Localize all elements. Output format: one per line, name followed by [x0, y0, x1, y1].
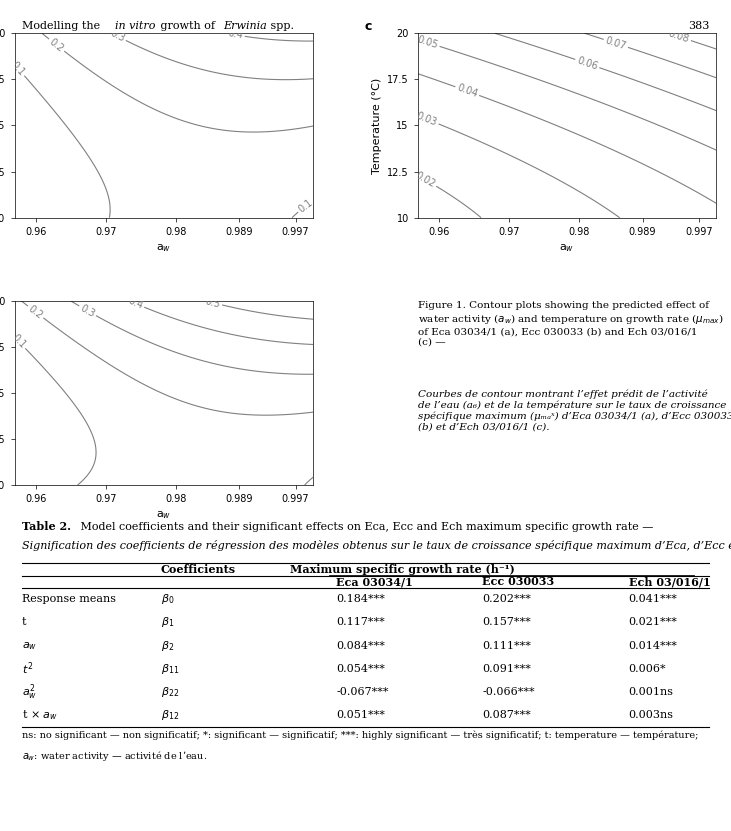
- Text: 0.1: 0.1: [10, 60, 27, 77]
- Text: ns: no significant — non significatif; *: significant — significatif; ***: highl: ns: no significant — non significatif; *…: [22, 730, 698, 740]
- Text: 0.02: 0.02: [414, 170, 437, 189]
- Text: 0.08: 0.08: [667, 28, 691, 45]
- Text: 0.4: 0.4: [126, 296, 144, 311]
- Text: $a_w$: water activity — activité de l’eau.: $a_w$: water activity — activité de l’ea…: [22, 749, 207, 763]
- Text: 0.021***: 0.021***: [629, 617, 678, 627]
- Text: $a_w^2$: $a_w^2$: [22, 682, 37, 702]
- Text: in vitro: in vitro: [115, 21, 156, 31]
- Text: Table 2.: Table 2.: [22, 521, 71, 532]
- Text: 0.054***: 0.054***: [336, 664, 385, 674]
- Y-axis label: Temperature (°C): Temperature (°C): [371, 77, 382, 174]
- Text: Eca 03034/1: Eca 03034/1: [336, 576, 413, 588]
- Text: 0.051***: 0.051***: [336, 711, 385, 720]
- Text: 0.084***: 0.084***: [336, 641, 385, 651]
- Text: t: t: [22, 617, 26, 627]
- Text: 0.3: 0.3: [78, 302, 96, 319]
- Text: 0.001ns: 0.001ns: [629, 687, 674, 697]
- Text: 0.5: 0.5: [204, 296, 221, 309]
- Text: 0.03: 0.03: [415, 111, 439, 128]
- Text: 383: 383: [688, 21, 709, 31]
- Text: 0.111***: 0.111***: [482, 641, 531, 651]
- Text: Coefficients: Coefficients: [161, 563, 236, 575]
- Text: 0.202***: 0.202***: [482, 594, 531, 604]
- Text: spp.: spp.: [267, 21, 294, 31]
- Text: c: c: [364, 20, 371, 32]
- Text: 0.087***: 0.087***: [482, 711, 531, 720]
- Text: 0.04: 0.04: [455, 83, 479, 100]
- Text: Courbes de contour montrant l’effet prédit de l’activité
de l’eau (a₆) et de la : Courbes de contour montrant l’effet préd…: [417, 389, 731, 431]
- Text: 0.4: 0.4: [227, 28, 243, 41]
- Text: $t^2$: $t^2$: [22, 661, 33, 677]
- Text: Signification des coefficients de régression des modèles obtenus sur le taux de : Signification des coefficients de régres…: [22, 540, 731, 551]
- Text: 0.117***: 0.117***: [336, 617, 385, 627]
- Text: 0.014***: 0.014***: [629, 641, 678, 651]
- Text: 0.1: 0.1: [297, 198, 315, 214]
- Text: $\beta_{12}$: $\beta_{12}$: [161, 709, 179, 722]
- Text: growth of: growth of: [157, 21, 219, 31]
- Text: $\beta_{11}$: $\beta_{11}$: [161, 662, 179, 676]
- Text: 0.157***: 0.157***: [482, 617, 531, 627]
- Text: Model coefficients and their significant effects on Eca, Ecc and Ech maximum spe: Model coefficients and their significant…: [77, 522, 656, 532]
- Text: Ech 03/016/1: Ech 03/016/1: [629, 576, 711, 588]
- Text: Response means: Response means: [22, 594, 116, 604]
- Text: $\beta_2$: $\beta_2$: [161, 639, 174, 652]
- Text: Modelling the: Modelling the: [22, 21, 104, 31]
- Text: 0.003ns: 0.003ns: [629, 711, 674, 720]
- X-axis label: a$_w$: a$_w$: [156, 243, 172, 254]
- Text: Erwinia: Erwinia: [223, 21, 267, 31]
- Text: 0.2: 0.2: [26, 303, 45, 321]
- Text: $\beta_0$: $\beta_0$: [161, 593, 174, 606]
- Text: 0.05: 0.05: [416, 35, 439, 51]
- Text: 0.07: 0.07: [604, 35, 628, 52]
- Text: -0.067***: -0.067***: [336, 687, 389, 697]
- Text: 0.184***: 0.184***: [336, 594, 385, 604]
- Text: 0.041***: 0.041***: [629, 594, 678, 604]
- Text: 0.1: 0.1: [10, 332, 28, 351]
- Text: Figure 1. Contour plots showing the predicted effect of
water activity ($a_w$) a: Figure 1. Contour plots showing the pred…: [417, 301, 724, 347]
- Text: 0.3: 0.3: [108, 28, 126, 44]
- Text: 0.006*: 0.006*: [629, 664, 666, 674]
- Text: 0.091***: 0.091***: [482, 664, 531, 674]
- Text: t × $a_w$: t × $a_w$: [22, 709, 58, 722]
- Text: $\beta_{22}$: $\beta_{22}$: [161, 686, 179, 699]
- Text: -0.066***: -0.066***: [482, 687, 535, 697]
- Text: Ecc 030033: Ecc 030033: [482, 576, 555, 588]
- Text: Maximum specific growth rate (h⁻¹): Maximum specific growth rate (h⁻¹): [289, 563, 515, 575]
- Text: $a_w$: $a_w$: [22, 640, 37, 652]
- Text: 0.2: 0.2: [48, 37, 66, 54]
- Text: $\beta_1$: $\beta_1$: [161, 616, 174, 629]
- X-axis label: a$_w$: a$_w$: [559, 243, 575, 254]
- X-axis label: a$_w$: a$_w$: [156, 509, 172, 522]
- Text: 0.06: 0.06: [575, 56, 599, 71]
